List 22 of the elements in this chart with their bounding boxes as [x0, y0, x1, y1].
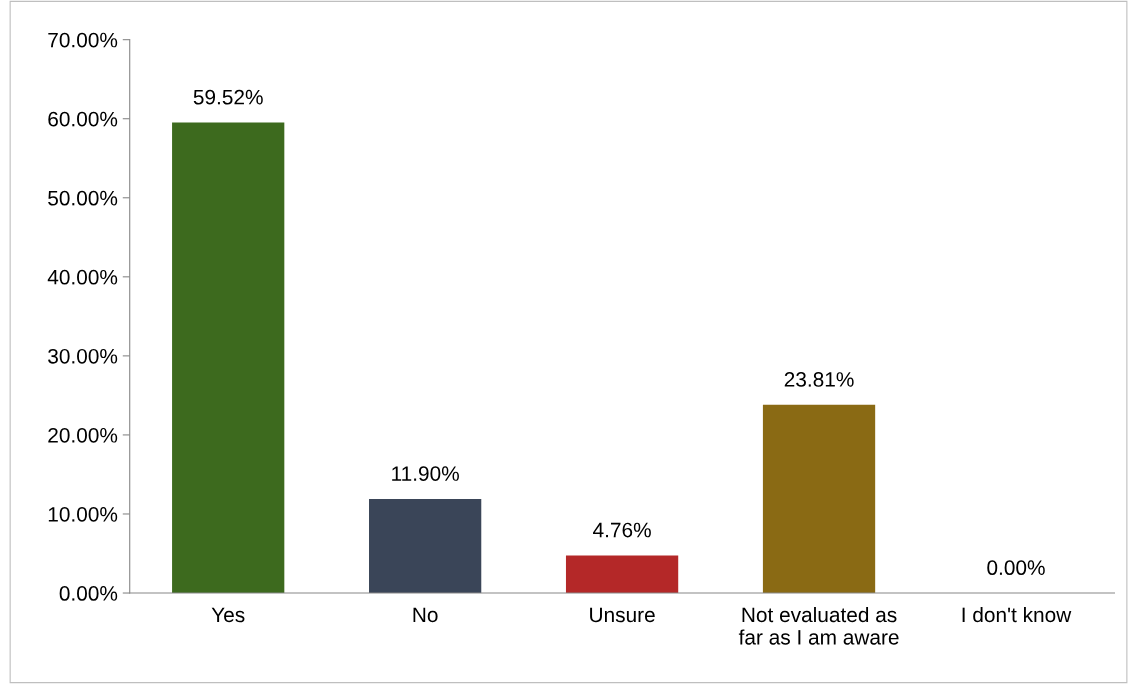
bar [172, 122, 285, 594]
x-tick-label: No [413, 607, 438, 623]
data-label: 23.81% [784, 372, 854, 387]
y-tick-label: 40.00% [47, 269, 118, 285]
y-tick-label: 70.00% [48, 32, 118, 48]
x-tick-label: I don't know [962, 606, 1072, 623]
bar [369, 498, 482, 594]
y-tick-label: 60.00% [48, 111, 118, 127]
x-tick-label: Not evaluated as far as I am aware [738, 606, 899, 645]
y-tick-label: 20.00% [48, 427, 118, 443]
data-label: 4.76% [593, 522, 651, 538]
x-tick-label: Unsure [590, 607, 655, 623]
bar [565, 555, 679, 594]
data-label: 0.00% [987, 560, 1045, 576]
y-tick-label: 10.00% [48, 506, 118, 522]
data-label: 11.90% [392, 466, 459, 481]
data-label: 59.52% [193, 89, 263, 105]
x-tick-label: Yes [211, 607, 245, 623]
y-tick-label: 0.00% [59, 586, 118, 601]
bar [762, 404, 876, 594]
y-tick-label: 50.00% [48, 190, 118, 206]
y-tick-label: 30.00% [48, 348, 118, 364]
